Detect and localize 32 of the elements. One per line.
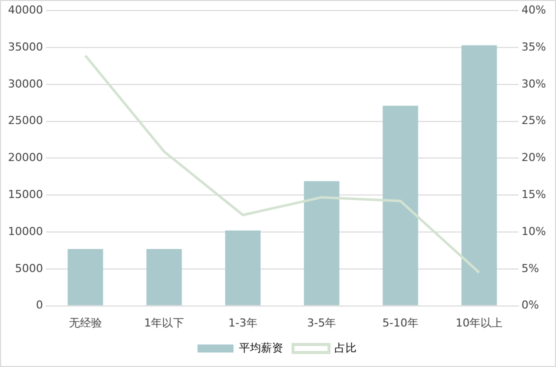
y-tick-label: 15000 <box>8 188 43 201</box>
y2-tick-label: 0% <box>522 298 540 312</box>
legend-label: 平均薪资 <box>239 341 283 354</box>
bar <box>461 45 497 306</box>
y2-tick-label: 5% <box>522 262 540 275</box>
y-tick-label: 30000 <box>8 77 43 90</box>
y2-tick-label: 35% <box>522 40 546 54</box>
y-tick-label: 0 <box>36 298 43 312</box>
y2-tick-label: 25% <box>522 114 546 128</box>
x-tick-label: 1年以下 <box>144 316 184 330</box>
bar <box>225 230 261 306</box>
y-tick-label: 10000 <box>8 224 43 238</box>
y2-tick-label: 30% <box>522 77 546 90</box>
y2-tick-label: 40% <box>522 3 546 16</box>
y-tick-label: 20000 <box>8 151 43 164</box>
x-tick-label: 5-10年 <box>382 316 418 330</box>
y2-tick-label: 10% <box>522 224 546 238</box>
y-tick-label: 5000 <box>14 262 43 275</box>
bar <box>146 248 182 306</box>
x-tick-label: 3-5年 <box>307 316 336 330</box>
x-tick-label: 无经验 <box>68 316 102 330</box>
y2-tick-label: 15% <box>522 188 546 201</box>
y-tick-label: 40000 <box>8 3 43 16</box>
y-tick-label: 25000 <box>8 114 43 128</box>
legend-label: 占比 <box>334 341 356 354</box>
x-tick-label: 1-3年 <box>228 316 258 330</box>
x-tick-label: 10年以上 <box>456 316 503 330</box>
bar <box>68 248 104 306</box>
y-tick-label: 35000 <box>8 40 43 54</box>
bar <box>382 106 418 306</box>
y2-tick-label: 20% <box>522 151 546 164</box>
bar <box>304 181 340 306</box>
